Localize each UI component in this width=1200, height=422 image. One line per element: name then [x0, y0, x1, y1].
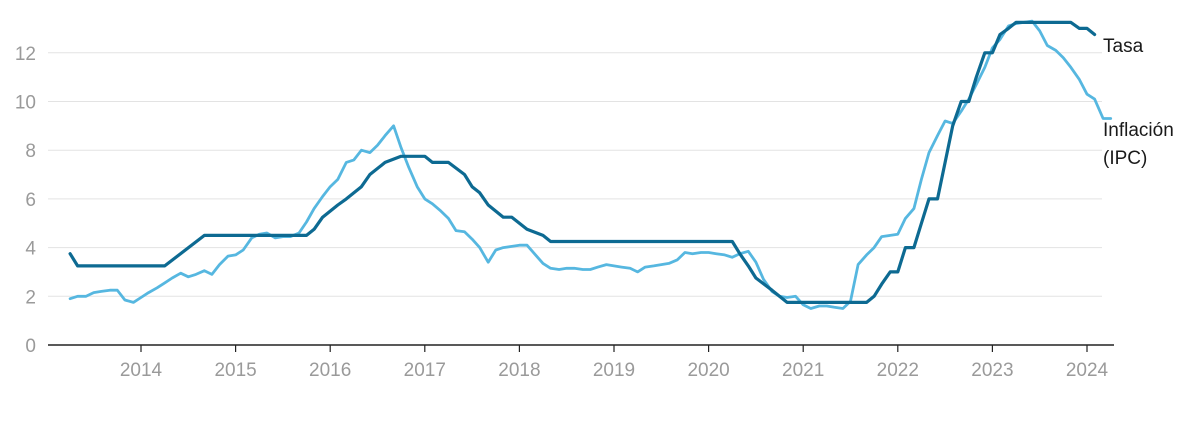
x-tick-label: 2016 [309, 360, 351, 381]
y-tick-label: 12 [15, 44, 36, 65]
series-lines [68, 19, 1113, 310]
series-label-inflacion: (IPC) [1103, 148, 1147, 169]
x-axis-ticks: 2014 2015 2016 2017 2018 2019 2020 2021 2022 2023… [120, 345, 1109, 381]
y-axis-ticks: 0 2 4 6 8 10 12 [15, 44, 37, 357]
series-labels: Tasa Inflación (IPC) [1103, 36, 1174, 169]
x-tick-label: 2022 [877, 360, 919, 381]
x-tick-label: 2023 [971, 360, 1013, 381]
x-tick-label: 2021 [782, 360, 824, 381]
x-tick-label: 2024 [1066, 360, 1109, 381]
series-line-inflacion [68, 19, 1113, 310]
series-label-inflacion: Inflación [1103, 120, 1174, 141]
x-tick-label: 2018 [498, 360, 540, 381]
y-tick-label: 10 [15, 93, 36, 114]
gridlines [48, 52, 1102, 297]
y-tick-label: 8 [25, 141, 36, 162]
x-tick-label: 2015 [214, 360, 256, 381]
x-tick-label: 2020 [687, 360, 729, 381]
x-tick-label: 2019 [593, 360, 635, 381]
y-tick-label: 2 [25, 287, 36, 308]
y-tick-label: 4 [25, 239, 36, 260]
series-label-tasa: Tasa [1103, 36, 1144, 57]
series-line-tasa [68, 20, 1097, 304]
y-tick-label: 0 [25, 336, 36, 357]
x-tick-label: 2014 [120, 360, 163, 381]
x-tick-label: 2017 [404, 360, 446, 381]
y-tick-label: 6 [25, 190, 36, 211]
